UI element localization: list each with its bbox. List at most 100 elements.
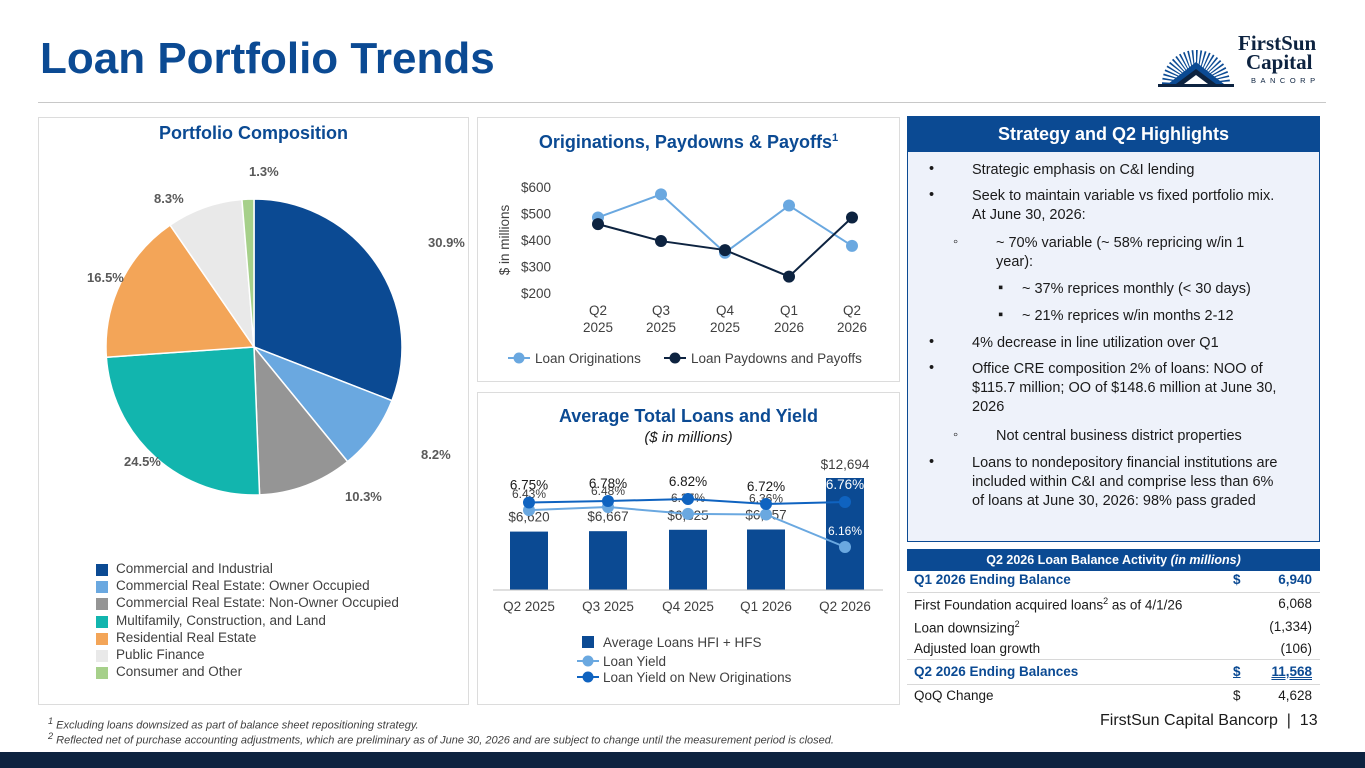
highlight-bullet: • [929,161,935,177]
legend-label: Commercial Real Estate: Owner Occupied [116,578,370,594]
pie-slice [253,344,349,496]
highlight-item: Office CRE composition 2% of loans: NOO … [972,360,1308,417]
legend-swatch [582,636,594,648]
x-tick-label: 2025 [646,320,676,335]
row-value: (106) [1280,641,1312,656]
originations-panel: Originations, Paydowns & Payoffs1 $200 $3… [477,117,900,382]
x-tick-label: Q1 [780,303,798,318]
table-separator [907,684,1320,685]
highlight-line: of loans at June 30, 2026: 98% pass grad… [972,493,1256,509]
y-tick-label: $300 [521,260,551,275]
highlight-line: Strategic emphasis on C&I lending [972,162,1195,178]
highlight-bullet: ▪ [998,307,1004,323]
row-value: 6,068 [1278,596,1312,611]
row-label: Adjusted loan growth [914,641,1041,656]
series-point [655,188,667,201]
bar [747,529,785,590]
legend-marker [582,655,594,667]
sunburst-logo-icon [1158,50,1234,87]
x-tick-label: Q2 2025 [503,599,555,614]
new-yield-label: 6.75% [510,478,548,493]
new-yield-label: 6.72% [747,479,785,494]
bottom-bar [0,752,1365,768]
series-point [783,270,795,283]
new-yield-point [682,493,694,505]
loan-yield-label: 6.48% [591,484,625,498]
new-yield-point [839,496,851,508]
bar [510,531,548,590]
loan-yield-label: 6.43% [512,487,546,501]
row-label: Q2 2026 Ending Balances [914,664,1079,679]
title-divider [38,102,1326,103]
new-yield-point [602,495,614,507]
legend-swatch [96,650,108,662]
legend-swatch [96,667,108,680]
row-value: (1,334) [1269,619,1312,634]
highlight-line: $115.7 million; OO of $148.6 million at … [972,380,1277,396]
legend-label: Average Loans HFI + HFS [603,635,761,650]
average-loans-title: Average Total Loans and Yield [558,406,819,426]
x-tick-label: Q4 [716,303,735,318]
highlight-line: year): [996,254,1034,270]
page-title: Loan Portfolio Trends [40,34,495,83]
highlight-line: Not central business district properties [996,428,1242,444]
legend-label: Residential Real Estate [116,629,257,645]
highlight-item: Seek to maintain variable vs fixed portf… [972,187,1308,225]
portfolio-composition-title: Portfolio Composition [159,123,348,143]
series-point [655,235,667,248]
pie-pct-label: 1.3% [249,164,279,179]
table-row: Adjusted loan growth (106) [907,638,1320,661]
highlight-line: At June 30, 2026: [972,207,1086,223]
x-tick-label: Q2 [589,303,607,318]
series-point [846,239,858,252]
loan-yield-point [760,508,772,521]
row-value: 11,568 [1271,664,1312,679]
highlights-body: • Strategic emphasis on C&I lending • Seek … [907,152,1320,542]
logo-text-capital: Capital [1246,50,1313,74]
logo-text-firstsun: FirstSun [1238,31,1317,55]
legend-swatch [96,632,108,645]
pie-slice [105,346,261,496]
pie-slice [253,198,403,402]
x-tick-label: Q3 2025 [582,599,634,614]
highlight-line: Office CRE composition 2% of loans: NOO … [972,361,1263,377]
new-yield-label: 6.76% [826,477,864,492]
legend-swatch [96,598,108,611]
y-tick-label: $200 [521,286,551,301]
highlight-line: Seek to maintain variable vs fixed portf… [972,188,1275,204]
highlight-item: ~ 70% variable (~ 58% repricing w/in 1 ye… [996,234,1308,272]
bar [669,529,707,590]
row-value: 6,940 [1278,572,1312,587]
legend-label: Loan Yield on New Originations [603,670,792,685]
legend-label: Commercial Real Estate: Non-Owner Occupi… [116,595,399,611]
x-tick-label: Q2 2026 [819,599,871,614]
legend-label: Loan Originations [535,351,641,366]
x-tick-label: 2026 [837,320,867,335]
legend-swatch [96,581,108,594]
table-row: First Foundation acquired loans2 as of 4… [907,593,1320,616]
x-tick-label: Q1 2026 [740,599,792,614]
series-point [719,244,731,257]
row-currency: $ [1233,572,1241,587]
x-tick-label: 2026 [774,320,804,335]
highlight-line: Loans to nondepository financial institu… [972,455,1278,471]
bar [589,531,627,590]
series-point [783,199,795,212]
loan-yield-label: 6.16% [828,524,862,538]
highlight-bullet: • [929,187,935,203]
average-loans-subtitle: ($ in millions) [644,429,733,446]
legend-label: Consumer and Other [116,664,243,680]
y-tick-label: $500 [521,207,551,222]
series-line [597,193,853,255]
series-point [592,218,604,231]
highlight-item: ~ 37% reprices monthly (< 30 days) [1022,280,1308,299]
average-loans-panel: Average Total Loans and Yield ($ in mill… [477,392,900,705]
portfolio-composition-panel: Portfolio Composition 30.9% 8.2% 10.3% 24.5… [38,117,469,705]
highlight-line: 2026 [972,399,1005,415]
highlight-bullet: ▪ [998,280,1004,296]
x-tick-label: Q2 [843,303,861,318]
table-row: Q1 2026 Ending Balance $6,940 [907,569,1320,592]
table-row: QoQ Change $4,628 [907,685,1320,708]
row-label: Q1 2026 Ending Balance [914,572,1071,587]
